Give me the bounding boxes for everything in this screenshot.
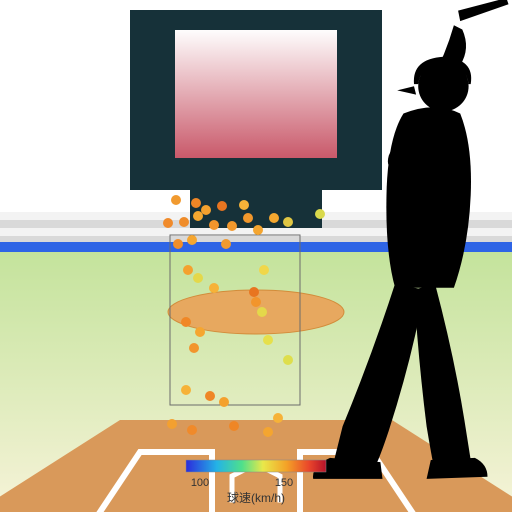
pitch-marker xyxy=(193,273,203,283)
pitch-marker xyxy=(189,343,199,353)
pitch-marker xyxy=(163,218,173,228)
pitch-marker xyxy=(229,421,239,431)
pitch-marker xyxy=(181,385,191,395)
pitch-marker xyxy=(273,413,283,423)
pitch-marker xyxy=(209,220,219,230)
pitch-marker xyxy=(239,200,249,210)
pitch-marker xyxy=(227,221,237,231)
pitch-marker xyxy=(283,217,293,227)
pitch-marker xyxy=(195,327,205,337)
pitch-marker xyxy=(221,239,231,249)
pitch-marker xyxy=(181,317,191,327)
pitch-marker xyxy=(187,425,197,435)
pitch-marker xyxy=(209,283,219,293)
pitch-marker xyxy=(243,213,253,223)
legend-label: 球速(km/h) xyxy=(227,491,285,505)
pitch-marker xyxy=(259,265,269,275)
pitch-marker xyxy=(217,201,227,211)
pitch-marker xyxy=(191,198,201,208)
pitch-marker xyxy=(283,355,293,365)
legend-tick: 150 xyxy=(275,477,293,489)
pitch-marker xyxy=(205,391,215,401)
pitch-marker xyxy=(263,427,273,437)
pitch-marker xyxy=(253,225,263,235)
legend-tick: 100 xyxy=(191,477,209,489)
pitch-marker xyxy=(193,211,203,221)
pitch-marker xyxy=(187,235,197,245)
pitch-marker xyxy=(167,419,177,429)
pitch-marker xyxy=(179,217,189,227)
pitch-marker xyxy=(201,205,211,215)
pitch-marker xyxy=(171,195,181,205)
pitch-marker xyxy=(315,209,325,219)
pitch-marker xyxy=(173,239,183,249)
pitch-marker xyxy=(263,335,273,345)
pitch-marker xyxy=(183,265,193,275)
pitch-marker xyxy=(257,307,267,317)
pitch-marker xyxy=(249,287,259,297)
pitch-marker xyxy=(251,297,261,307)
pitch-location-chart: 100 150 球速(km/h) xyxy=(0,0,512,512)
pitch-marker xyxy=(269,213,279,223)
pitch-marker xyxy=(219,397,229,407)
